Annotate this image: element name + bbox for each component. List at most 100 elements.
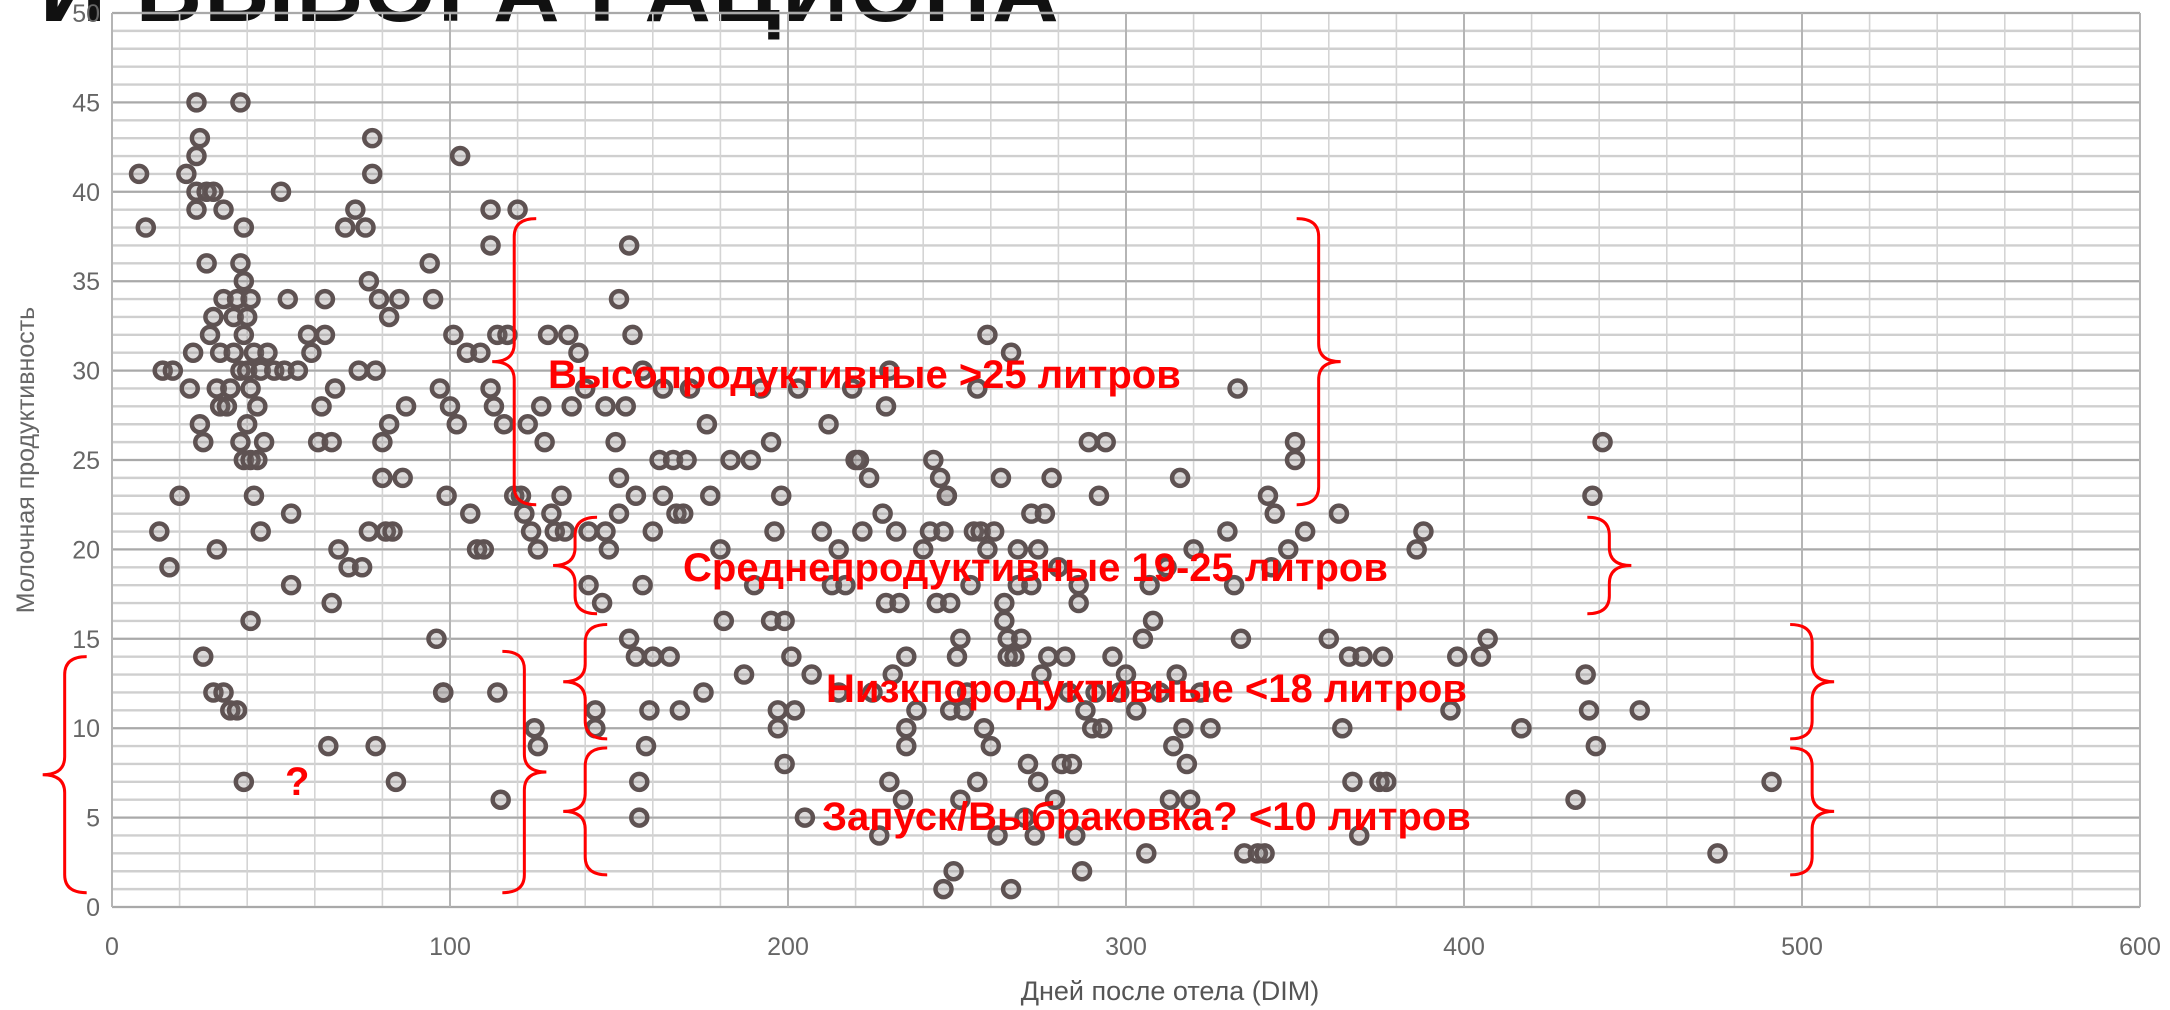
data-point [977,539,998,560]
data-point [605,431,626,453]
data-point [585,700,606,721]
data-point [767,717,789,739]
data-points [128,92,1782,900]
data-point [247,396,268,417]
data-point [206,378,228,399]
data-point [253,431,275,453]
data-point [240,288,261,310]
data-point [446,413,468,435]
data-point [270,181,292,203]
data-point [764,521,785,542]
data-point [223,342,244,363]
data-point [169,485,190,507]
data-point [203,306,224,328]
data-point [774,610,795,632]
data-point [1761,771,1782,793]
data-point [1017,753,1039,775]
data-point [517,413,538,435]
data-point [524,717,545,739]
data-point [933,521,954,542]
data-point [240,610,261,632]
data-point [328,539,349,560]
data-point [994,592,1015,614]
data-point [818,413,839,435]
y-tick-label: 45 [72,89,100,117]
data-point [1027,771,1049,793]
data-point [885,521,907,542]
data-point [429,378,451,399]
data-point [362,127,383,149]
data-point [280,503,302,524]
data-point [1085,682,1106,703]
data-point [1166,664,1187,685]
data-point [196,253,217,274]
data-point [189,413,211,435]
data-point [351,557,373,578]
y-axis-label: Молочная продуктивность [12,307,40,613]
data-point [1342,771,1363,793]
data-point [1261,557,1282,578]
data-point [943,860,964,882]
data-point [679,378,701,399]
data-point [558,324,579,346]
data-point [436,485,457,507]
data-point [362,163,383,185]
data-point [960,574,981,596]
data-point [1102,646,1123,667]
data-point [835,574,856,596]
data-point [841,378,863,399]
data-point [896,735,917,757]
x-tick-label: 200 [767,933,809,961]
data-point [1054,646,1076,667]
data-point [1024,825,1045,846]
data-point [956,682,978,703]
data-point [892,789,914,810]
x-tick-label: 100 [429,933,471,961]
data-point [355,217,376,238]
data-point [781,646,802,667]
data-point [848,449,870,471]
data-point [811,521,833,542]
data-point [1200,717,1221,739]
data-point [642,521,664,542]
data-point [632,360,653,381]
data-point [247,449,268,471]
data-point [1406,539,1427,560]
data-point [858,467,880,489]
data-point [869,825,890,846]
data-point [1132,628,1154,650]
data-point [1163,735,1184,757]
data-point [480,235,501,256]
data-point [1277,539,1299,560]
data-point [230,431,251,453]
data-point [1440,700,1461,721]
x-axis-label: Дней после отела (DIM) [1021,976,1320,1006]
y-tick-labels: 0 5 10 15 20 25 30 35 40 45 50 [72,0,100,922]
data-point [970,521,991,542]
data-point [372,431,393,453]
data-point [939,592,961,614]
data-point [378,306,400,328]
data-point [372,467,393,489]
data-point [933,878,954,900]
data-point [1004,646,1025,667]
data-point [318,735,339,757]
x-tick-label: 600 [2119,933,2161,961]
data-point [912,539,934,560]
data-point [1332,717,1353,739]
data-point [1027,539,1049,560]
data-point [226,288,248,310]
data-point [1088,485,1110,507]
annotation-high-yield: Высопродуктивные >25 литров [548,353,1181,397]
data-point [493,413,515,435]
data-point [395,396,417,417]
data-point [743,574,765,596]
data-point [213,288,234,310]
data-point [929,467,951,489]
data-point [608,503,630,524]
data-point [378,413,400,435]
data-point [490,789,511,810]
slide-title: И ВЫБОРА РАЦИОНА [40,0,1061,43]
data-point [487,682,508,703]
